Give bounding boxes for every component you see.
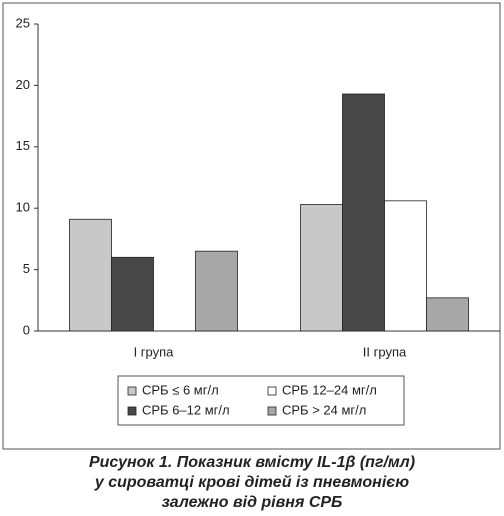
bar	[384, 200, 427, 332]
caption-line: Рисунок 1. Показник вмісту IL-1β (пг/мл)	[89, 454, 415, 471]
bar	[195, 250, 238, 332]
y-tick-label: 10	[16, 200, 30, 215]
legend-frame	[117, 375, 405, 426]
y-tick-label: 15	[16, 138, 30, 153]
bar	[111, 256, 154, 332]
bar	[426, 297, 469, 332]
caption-line: у сироватці крові дітей із пневмонією	[94, 474, 409, 491]
legend-label: СРБ 6–12 мг/л	[142, 402, 230, 417]
y-tick-label: 0	[23, 322, 30, 337]
y-tick-label: 5	[23, 261, 30, 276]
legend-swatch	[267, 386, 277, 396]
y-tick-label: 25	[16, 15, 30, 30]
chart-frame	[2, 2, 501, 450]
bar	[342, 93, 385, 332]
legend-label: СРБ 12–24 мг/л	[282, 382, 377, 397]
legend-swatch	[127, 406, 137, 416]
y-tick-label: 20	[16, 77, 30, 92]
x-tick-label: I група	[134, 344, 175, 359]
legend-swatch	[267, 406, 277, 416]
caption-line: залежно від рівня СРБ	[162, 494, 343, 511]
legend-label: СРБ ≤ 6 мг/л	[142, 382, 219, 397]
x-tick-label: II група	[363, 344, 407, 359]
bar	[300, 204, 343, 332]
legend-label: СРБ > 24 мг/л	[282, 402, 366, 417]
bar	[69, 218, 112, 332]
legend-swatch	[127, 386, 137, 396]
